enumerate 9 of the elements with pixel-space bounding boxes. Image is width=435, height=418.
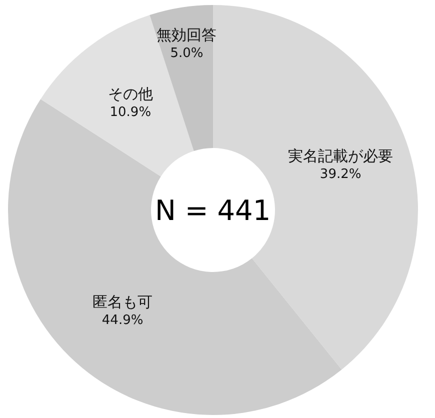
data-label: 44.9% [100, 312, 144, 330]
slice-label: 無効回答 [156, 24, 218, 46]
slice-label: 実名記載が必要 [287, 146, 394, 166]
data-label: 10.9% [108, 104, 152, 122]
data-label: 5.0% [169, 45, 204, 63]
slice-label: その他 [106, 84, 154, 104]
text: N = 441 [155, 194, 271, 226]
slice-label: 匿名も可 [92, 292, 154, 312]
data-label: 39.2% [318, 166, 362, 184]
